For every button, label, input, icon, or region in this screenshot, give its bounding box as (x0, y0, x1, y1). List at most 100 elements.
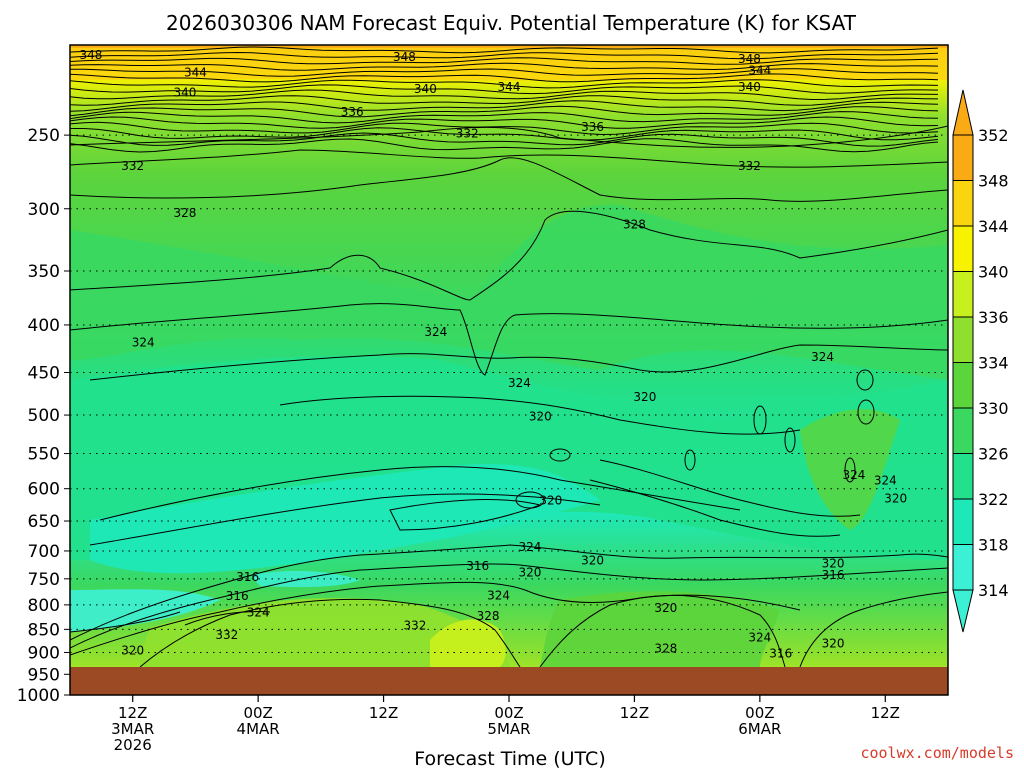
colorbar-tick-label: 348 (978, 172, 1009, 191)
colorbar-tick-label: 334 (978, 354, 1009, 373)
contour-line (184, 611, 271, 626)
contour-label: 320 (121, 644, 144, 658)
colorbar-segment (953, 271, 973, 318)
contour-line (70, 68, 939, 77)
x-tick-label: 12Z (871, 704, 900, 722)
field-patch (70, 589, 220, 632)
contour-line (70, 84, 939, 95)
contour-line (70, 132, 939, 147)
contour-label: 328 (654, 641, 677, 655)
contour-line (70, 51, 939, 60)
contour-line (70, 89, 939, 101)
y-tick-label: 600 (28, 480, 60, 500)
contour-label: 332 (215, 628, 238, 642)
contour-label: 324 (487, 589, 510, 603)
contour-label: 320 (581, 554, 604, 568)
y-axis: 250 300 350 400 450 500 550 600 650 700 750 800 850 9… (17, 126, 70, 706)
contour-label: 324 (842, 468, 865, 482)
contour-line (70, 111, 939, 124)
contour-line (70, 149, 948, 168)
contour-label: 332 (403, 619, 426, 633)
contour-label: 328 (623, 218, 646, 232)
x-tick-label: 5MAR (487, 720, 530, 738)
chart-title: 2026030306 NAM Forecast Equiv. Potential… (166, 11, 857, 35)
contour-line (539, 594, 786, 668)
y-tick-label: 250 (28, 126, 60, 146)
colorbar-segment (953, 180, 973, 227)
x-axis-label: Forecast Time (UTC) (414, 748, 605, 768)
contour-line (70, 210, 948, 301)
field-patch (430, 619, 506, 667)
contour-line (389, 499, 542, 531)
colorbar-tick-label: 330 (978, 399, 1009, 418)
contour-line (70, 105, 939, 118)
field-patch (800, 409, 900, 530)
contour-line (70, 73, 939, 83)
x-tick-label: 00Z (243, 704, 272, 722)
contour-label: 336 (581, 120, 604, 134)
contour-label: 316 (226, 589, 249, 603)
contour-line (70, 157, 948, 202)
contour-label: 328 (174, 206, 197, 220)
contour-label: 320 (884, 492, 907, 506)
colorbar-bottom-arrow (952, 589, 974, 633)
contour-label: 324 (811, 350, 834, 364)
contour-cell (856, 369, 874, 391)
contour-label: 328 (477, 609, 500, 623)
contour-line (599, 459, 861, 517)
contour-cell (753, 405, 767, 435)
contour-cell (684, 449, 696, 471)
contour-line (70, 95, 939, 106)
contour-line (70, 62, 939, 71)
plot-area (70, 45, 948, 695)
y-tick-label: 400 (28, 316, 60, 336)
contour-label: 340 (738, 80, 761, 94)
contour-line (70, 611, 181, 633)
contour-line (799, 591, 948, 668)
y-tick-label: 650 (28, 512, 60, 532)
contour-label: 348 (738, 52, 761, 66)
y-tick-label: 1000 (17, 686, 60, 706)
contour-line (70, 100, 939, 112)
x-tick-label: 00Z (745, 704, 774, 722)
y-tick-label: 350 (28, 262, 60, 282)
contour-label: 316 (822, 568, 845, 582)
colorbar-segment (953, 362, 973, 409)
y-tick-label: 950 (28, 665, 60, 685)
contour-line (99, 466, 741, 521)
x-tick-label: 3MAR (111, 720, 154, 738)
contour-line (70, 544, 948, 641)
contour-label: 332 (456, 127, 479, 141)
credit-text: coolwx.com/models (860, 744, 1014, 762)
contour-line (70, 116, 939, 129)
y-tick-label: 550 (28, 445, 60, 465)
contour-line (70, 79, 939, 89)
contour-line (279, 395, 801, 435)
contour-line (70, 57, 939, 65)
colorbar-tick-label: 340 (978, 263, 1009, 282)
contour-label: 316 (236, 570, 259, 584)
y-tick-label: 850 (28, 620, 60, 640)
contour-label: 324 (508, 376, 531, 390)
contour-cell (857, 399, 875, 425)
contour-label: 316 (769, 646, 792, 660)
contour-label: 332 (738, 159, 761, 173)
contour-label: 320 (822, 556, 845, 570)
contour-label: 324 (424, 325, 447, 339)
contour-label: 344 (748, 63, 771, 77)
colorbar-segment (953, 317, 973, 363)
colorbar-segment (953, 499, 973, 545)
contour-label: 324 (518, 540, 541, 554)
contour-label: 324 (748, 630, 771, 644)
x-tick-label: 6MAR (738, 720, 781, 738)
colorbar-segment (953, 226, 973, 272)
contour-cell (515, 491, 545, 509)
field-patch (70, 204, 948, 380)
contour-line (70, 125, 948, 148)
contour-line (70, 121, 939, 136)
contour-line (139, 598, 521, 668)
contour-lines (70, 46, 948, 668)
y-tick-label: 500 (28, 406, 60, 426)
colorbar-segment (953, 408, 973, 454)
